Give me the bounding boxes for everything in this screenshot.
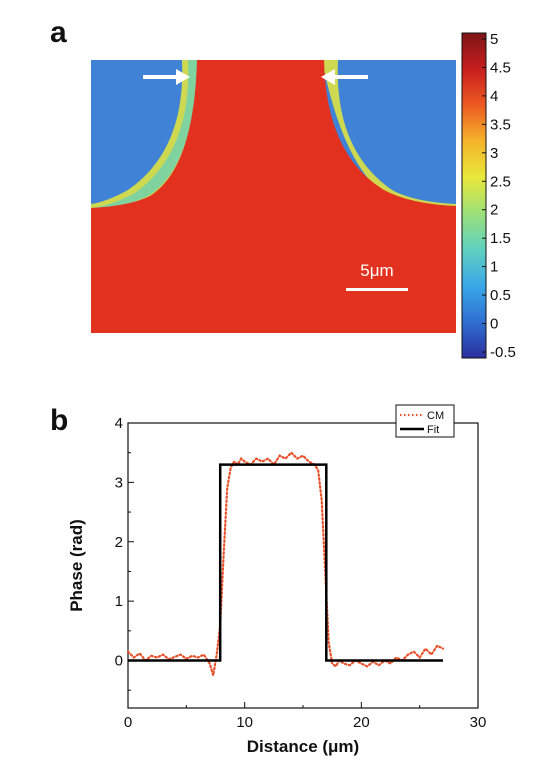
y-tick-label: 2: [115, 534, 123, 551]
colorbar: [461, 32, 487, 359]
y-tick-label: 0: [115, 653, 123, 670]
colorbar-tick-label: 0.5: [490, 287, 511, 304]
legend: CM Fit: [395, 404, 455, 438]
series-cm: [126, 451, 445, 676]
legend-label: Fit: [427, 424, 439, 436]
panel-b-label: b: [50, 404, 69, 437]
left-arrow: [143, 69, 190, 85]
x-tick-label: 10: [236, 714, 253, 731]
scalebar-label: 5μm: [360, 261, 393, 280]
colorbar-tick-label: 3.5: [490, 116, 511, 133]
y-tick-label: 4: [115, 415, 123, 432]
colorbar-tick-label: 1: [490, 259, 498, 276]
phase-image: 5μm: [91, 60, 456, 333]
right-arrow: [321, 69, 368, 85]
legend-box: [395, 404, 455, 438]
colorbar-tick-label: 3: [490, 145, 498, 162]
y-axis-title: Phase (rad): [67, 519, 86, 612]
x-axis-title: Distance (μm): [247, 737, 359, 756]
structure-region: [91, 60, 456, 333]
colorbar-tick-label: 1.5: [490, 230, 511, 247]
scalebar-line: [346, 288, 408, 291]
x-tick-label: 30: [470, 714, 487, 731]
x-tick-label: 0: [124, 714, 132, 731]
legend-label: CM: [427, 410, 444, 422]
x-tick-label: 20: [353, 714, 370, 731]
colorbar-tick-label: 5: [490, 31, 498, 48]
y-tick-label: 1: [115, 593, 123, 610]
colorbar-tick-label: -0.5: [490, 344, 516, 361]
series-fit: [128, 463, 443, 662]
colorbar-tick-label: 4: [490, 88, 498, 105]
image-texture: [91, 60, 456, 333]
colorbar-tick-label: 2: [490, 202, 498, 219]
chart-b: 0 10 20 30 0 1 2 3 4 Distance (μm) Phase (rad) CM Fi…: [67, 404, 487, 756]
y-tick-label: 3: [115, 474, 123, 491]
colorbar-ticks: 5 4.5 4 3.5 3 2.5 2 1.5 1 0.5 0 -0.5: [482, 31, 516, 361]
colorbar-tick-label: 0: [490, 316, 498, 333]
colorbar-tick-label: 2.5: [490, 173, 511, 190]
panel-a-label: a: [50, 16, 67, 49]
colorbar-tick-label: 4.5: [490, 59, 511, 76]
